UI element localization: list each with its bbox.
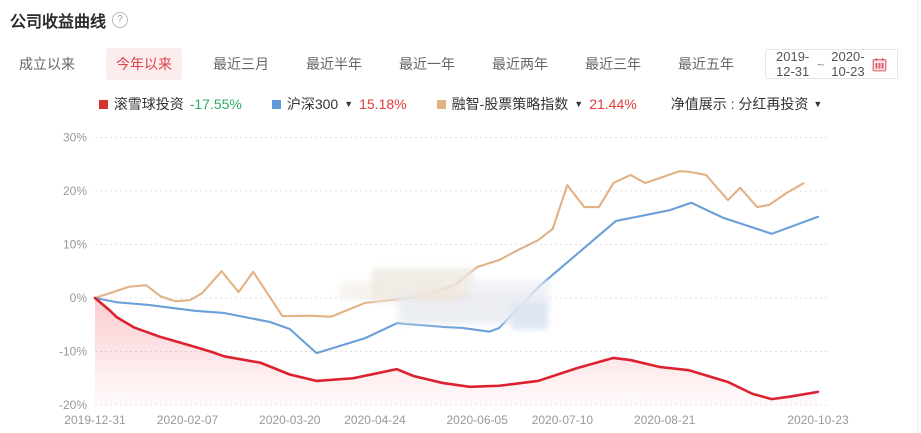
chevron-down-icon: ▼ xyxy=(813,99,823,109)
date-range-picker[interactable]: 2019-12-31 ~ 2020-10-23 xyxy=(765,49,898,79)
legend-item[interactable]: 融智-股票策略指数 ▼ 21.44% xyxy=(436,94,637,114)
tab-period-5[interactable]: 最近两年 xyxy=(492,56,548,72)
x-axis-tick-label: 2020-04-24 xyxy=(344,413,406,427)
chevron-down-icon: ▼ xyxy=(344,99,354,109)
tab-period-3[interactable]: 最近半年 xyxy=(306,56,362,72)
calendar-icon[interactable] xyxy=(872,57,887,72)
blurred-watermark xyxy=(398,294,546,324)
y-axis-tick-label: -10% xyxy=(59,345,87,359)
date-range-separator: ~ xyxy=(816,56,825,72)
series-line-hs300 xyxy=(93,201,820,355)
legend-series-return: 21.44% xyxy=(589,96,637,112)
x-axis-tick-label: 2020-06-05 xyxy=(446,413,508,427)
x-axis-tick-label: 2020-03-20 xyxy=(259,413,321,427)
legend-marker-swatch xyxy=(98,99,108,109)
legend-series-name: 沪深300 xyxy=(286,96,339,112)
chart-legend: 滚雪球投资 -17.55% 沪深300 ▼ 15.18% 融智-股票策略指数 ▼ 21.44%… xyxy=(0,94,921,114)
y-axis-tick-label: 20% xyxy=(63,184,87,198)
blurred-watermark xyxy=(372,268,474,302)
period-tabs: 成立以来 今年以来 最近三月 最近半年 最近一年 最近两年 最近三年 最近五年 2019-12… xyxy=(13,48,898,80)
date-range-start[interactable]: 2019-12-31 xyxy=(776,49,810,79)
blurred-watermark xyxy=(512,302,548,330)
legend-marker-swatch xyxy=(436,99,446,109)
chart-header: 公司收益曲线 ? xyxy=(10,8,129,32)
x-axis-tick-label: 2020-08-21 xyxy=(634,413,696,427)
y-axis-tick-label: 0% xyxy=(70,291,88,305)
x-axis-tick-label: 2020-10-23 xyxy=(787,413,849,427)
tab-period-4[interactable]: 最近一年 xyxy=(399,56,455,72)
series-line-fund xyxy=(93,296,820,401)
legend-series-name: 滚雪球投资 xyxy=(113,96,184,112)
tab-period-6[interactable]: 最近三年 xyxy=(585,56,641,72)
y-axis-tick-label: 30% xyxy=(63,131,87,145)
y-axis-tick-label: -20% xyxy=(59,398,87,412)
blurred-watermark xyxy=(340,282,382,300)
legend-series-return: 15.18% xyxy=(359,96,407,112)
x-axis-tick-label: 2020-07-10 xyxy=(532,413,594,427)
blurred-watermark xyxy=(418,286,460,302)
x-axis-tick-label: 2019-12-31 xyxy=(64,413,126,427)
date-range-end[interactable]: 2020-10-23 xyxy=(831,49,865,79)
tab-period-2[interactable]: 最近三月 xyxy=(213,56,269,72)
tab-since-inception[interactable]: 成立以来 xyxy=(19,56,75,72)
help-icon[interactable]: ? xyxy=(112,12,129,28)
chevron-down-icon: ▼ xyxy=(574,99,584,109)
y-axis-tick-label: 10% xyxy=(63,238,87,252)
x-axis-tick-label: 2020-02-07 xyxy=(157,413,219,427)
legend-marker-swatch xyxy=(271,99,281,109)
legend-series-name: 融智-股票策略指数 xyxy=(451,96,569,112)
area-fill xyxy=(95,298,818,405)
page-title: 公司收益曲线 xyxy=(10,14,107,31)
nav-display-dropdown[interactable]: 净值展示 : 分红再投资 ▼ xyxy=(671,94,823,114)
blurred-watermark xyxy=(470,280,550,308)
series-line-strategy-index xyxy=(93,170,805,318)
legend-item[interactable]: 沪深300 ▼ 15.18% xyxy=(271,94,407,114)
nav-display-label: 净值展示 : 分红再投资 xyxy=(670,96,809,112)
panel-right-border xyxy=(917,0,918,433)
legend-item[interactable]: 滚雪球投资 -17.55% xyxy=(98,94,242,114)
legend-series-return: -17.55% xyxy=(189,96,242,112)
tab-ytd[interactable]: 今年以来 xyxy=(106,48,182,80)
tab-period-7[interactable]: 最近五年 xyxy=(678,56,734,72)
